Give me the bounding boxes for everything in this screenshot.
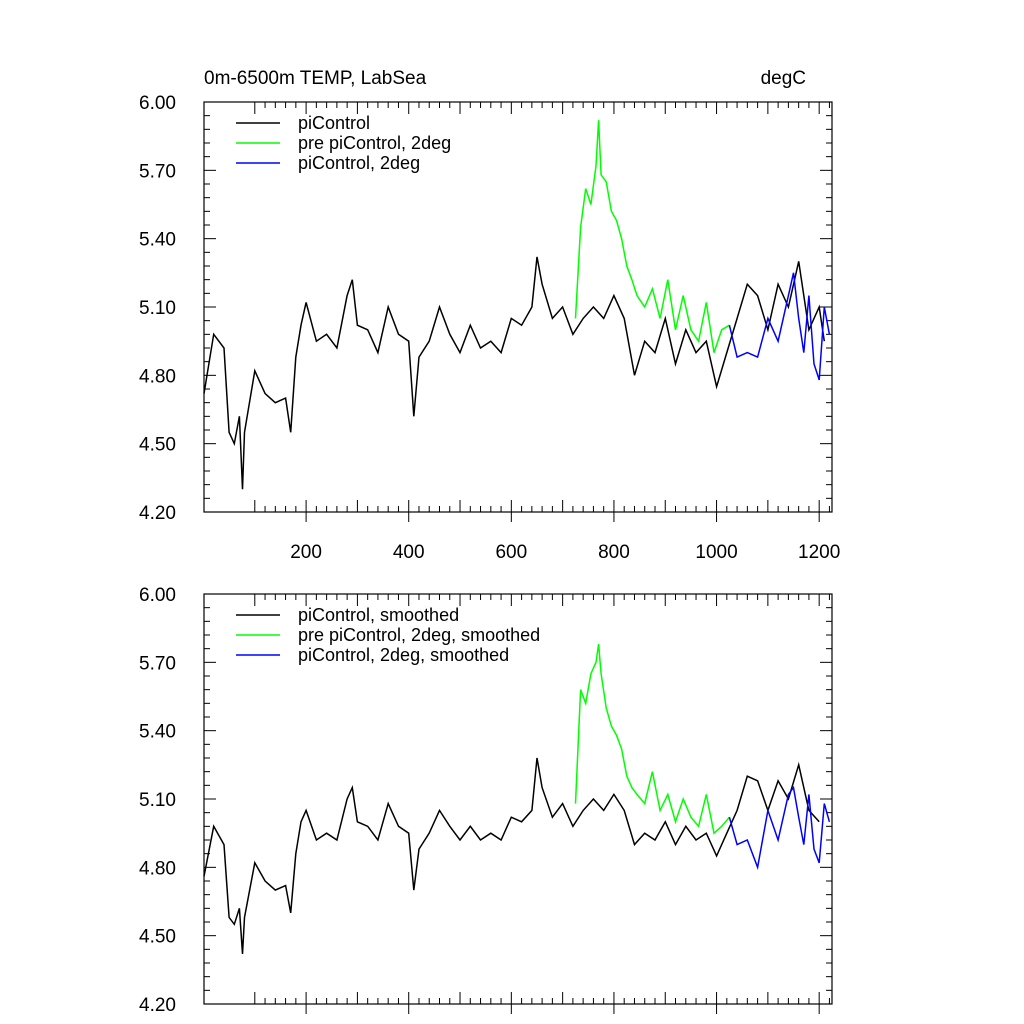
y-tick-label: 5.70	[139, 161, 176, 182]
y-tick-label: 4.20	[139, 503, 176, 524]
legend-label: piControl, 2deg, smoothed	[298, 645, 509, 665]
series-line	[574, 120, 730, 353]
legend-label: piControl, smoothed	[298, 605, 459, 625]
y-tick-label: 4.50	[139, 927, 176, 948]
y-tick-label: 4.80	[139, 858, 176, 879]
legend-label: pre piControl, 2deg, smoothed	[298, 625, 540, 645]
series-line	[203, 256, 826, 490]
x-tick-label: 800	[598, 542, 630, 563]
series-line	[574, 643, 730, 835]
y-tick-label: 5.10	[139, 298, 176, 319]
series-line	[728, 272, 831, 381]
y-tick-label: 5.40	[139, 722, 176, 743]
legend-label: piControl, 2deg	[298, 153, 420, 173]
y-tick-label: 6.00	[139, 93, 176, 114]
units-label: degC	[761, 68, 806, 89]
y-tick-label: 5.10	[139, 790, 176, 811]
y-tick-label: 5.70	[139, 653, 176, 674]
legend-label: pre piControl, 2deg	[298, 133, 451, 153]
legend-label: piControl	[298, 113, 370, 133]
x-tick-label: 1000	[695, 542, 737, 563]
y-tick-label: 4.50	[139, 435, 176, 456]
panel-top: 4.20 4.50 4.80 5.10 5.40 5.70 6.00 200 400 600 800…	[139, 93, 840, 563]
y-tick-label: 5.40	[139, 230, 176, 251]
series-line	[203, 757, 820, 954]
chart-title: 0m-6500m TEMP, LabSea	[204, 68, 427, 89]
x-tick-label: 200	[290, 542, 322, 563]
x-tick-label: 400	[393, 542, 425, 563]
y-tick-label: 4.80	[139, 366, 176, 387]
panel-bottom: 4.20 4.50 4.80 5.10 5.40 5.70 6.00 piControl, s…	[139, 585, 833, 1016]
x-tick-label: 1200	[798, 542, 840, 563]
y-tick-label: 6.00	[139, 585, 176, 606]
x-tick-label: 600	[495, 542, 527, 563]
y-tick-label: 4.20	[139, 995, 176, 1016]
series-line	[728, 785, 831, 871]
